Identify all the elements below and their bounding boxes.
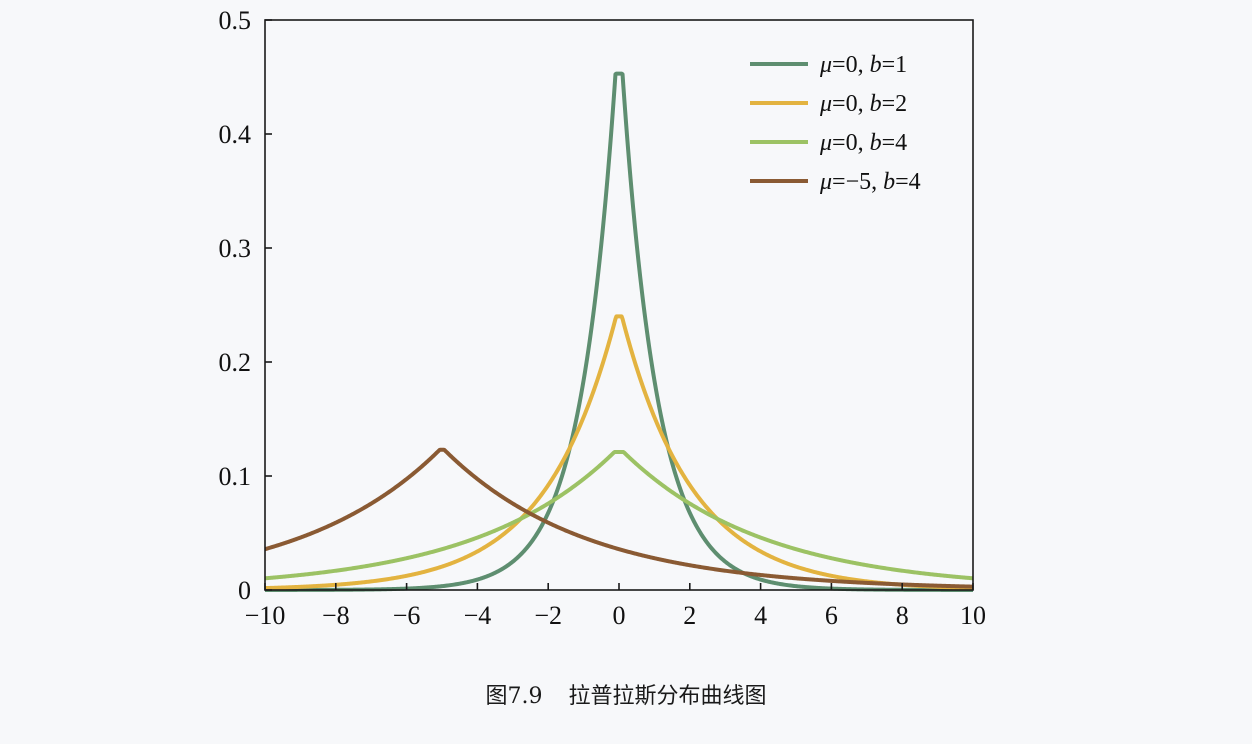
figure-number: 图7.9 [485, 684, 543, 709]
y-tick-label: 0.4 [219, 120, 252, 149]
legend-item-3: μ=0, b=4 [750, 130, 907, 156]
x-tick-label: −6 [393, 601, 421, 630]
x-tick-label: 0 [613, 601, 626, 630]
laplace-chart: −10 −8 −6 −4 −2 0 2 4 6 8 10 0 0.1 0.2 0.3 0.4 0.5 μ=0, … [219, 6, 987, 630]
x-tick-label: −8 [322, 601, 350, 630]
legend: μ=0, b=1 μ=0, b=2 μ=0, b=4 μ=−5, b=4 [750, 52, 921, 195]
figure-caption: 图7.9 拉普拉斯分布曲线图 [0, 678, 1252, 710]
x-tick-label: 8 [896, 601, 909, 630]
figure-title: 拉普拉斯分布曲线图 [568, 684, 767, 709]
legend-item-2: μ=0, b=2 [750, 91, 907, 117]
y-tick-label: 0.3 [219, 234, 252, 263]
series-line-3 [263, 450, 975, 581]
legend-label: μ=0, b=1 [819, 52, 907, 78]
x-tick-label: −10 [245, 601, 286, 630]
y-tick-label: 0.1 [219, 462, 252, 491]
series-line-2 [263, 314, 975, 591]
legend-label: μ=−5, b=4 [819, 169, 921, 195]
series-line-4 [263, 447, 975, 589]
y-tick-label: 0.2 [219, 348, 252, 377]
legend-label: μ=0, b=2 [819, 91, 907, 117]
y-tick-label: 0 [238, 576, 251, 605]
x-tick-label: 6 [825, 601, 838, 630]
x-tick-label: −2 [534, 601, 562, 630]
ticks-layer: −10 −8 −6 −4 −2 0 2 4 6 8 10 0 0.1 0.2 0.3 0.4 0.5 [219, 6, 987, 630]
x-tick-label: 4 [754, 601, 767, 630]
legend-item-1: μ=0, b=1 [750, 52, 907, 78]
legend-label: μ=0, b=4 [819, 130, 907, 156]
legend-item-4: μ=−5, b=4 [750, 169, 921, 195]
x-tick-label: −4 [464, 601, 492, 630]
y-tick-label: 0.5 [219, 6, 252, 35]
x-tick-label: 2 [683, 601, 696, 630]
x-tick-label: 10 [960, 601, 986, 630]
